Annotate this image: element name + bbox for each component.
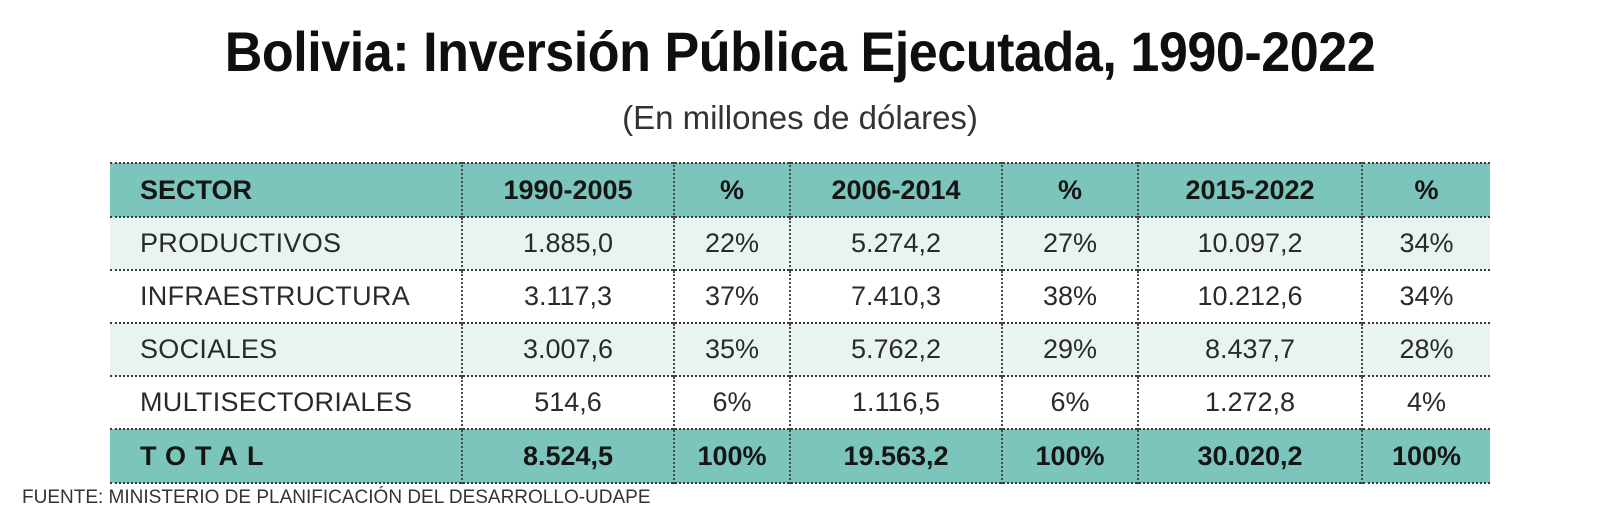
total-value: 19.563,2 xyxy=(790,429,1003,483)
table-row: INFRAESTRUCTURA 3.117,3 37% 7.410,3 38% … xyxy=(110,270,1490,323)
row-sector: MULTISECTORIALES xyxy=(110,376,463,429)
row-percent: 6% xyxy=(674,376,791,429)
header-period-2006-2014: 2006-2014 xyxy=(790,163,1003,217)
page-title: Bolivia: Inversión Pública Ejecutada, 19… xyxy=(224,20,1376,83)
source-note: FUENTE: MINISTERIO DE PLANIFICACIÓN DEL … xyxy=(22,487,651,508)
header-period-2015-2022: 2015-2022 xyxy=(1138,163,1363,217)
row-value: 7.410,3 xyxy=(790,270,1003,323)
total-percent: 100% xyxy=(674,429,791,483)
row-value: 1.272,8 xyxy=(1138,376,1363,429)
row-sector: INFRAESTRUCTURA xyxy=(110,270,463,323)
row-percent: 27% xyxy=(1002,217,1139,270)
row-percent: 37% xyxy=(674,270,791,323)
row-value: 514,6 xyxy=(462,376,675,429)
table-header-row: SECTOR 1990-2005 % 2006-2014 % 2015-2022… xyxy=(110,163,1490,217)
row-sector: SOCIALES xyxy=(110,323,463,376)
row-percent: 34% xyxy=(1362,270,1490,323)
row-value: 5.274,2 xyxy=(790,217,1003,270)
row-percent: 38% xyxy=(1002,270,1139,323)
row-percent: 29% xyxy=(1002,323,1139,376)
header-percent-1: % xyxy=(674,163,791,217)
header-percent-2: % xyxy=(1002,163,1139,217)
total-percent: 100% xyxy=(1002,429,1139,483)
row-value: 5.762,2 xyxy=(790,323,1003,376)
table-row: PRODUCTIVOS 1.885,0 22% 5.274,2 27% 10.0… xyxy=(110,217,1490,270)
header-period-1990-2005: 1990-2005 xyxy=(462,163,675,217)
header-percent-3: % xyxy=(1362,163,1490,217)
row-percent: 22% xyxy=(674,217,791,270)
investment-table: SECTOR 1990-2005 % 2006-2014 % 2015-2022… xyxy=(110,162,1490,484)
total-value: 30.020,2 xyxy=(1138,429,1363,483)
row-percent: 34% xyxy=(1362,217,1490,270)
row-percent: 35% xyxy=(674,323,791,376)
row-value: 10.097,2 xyxy=(1138,217,1363,270)
row-value: 8.437,7 xyxy=(1138,323,1363,376)
row-value: 3.007,6 xyxy=(462,323,675,376)
header-sector: SECTOR xyxy=(110,163,463,217)
row-value: 10.212,6 xyxy=(1138,270,1363,323)
row-percent: 6% xyxy=(1002,376,1139,429)
row-value: 1.885,0 xyxy=(462,217,675,270)
total-percent: 100% xyxy=(1362,429,1490,483)
row-value: 3.117,3 xyxy=(462,270,675,323)
row-percent: 28% xyxy=(1362,323,1490,376)
table-row: MULTISECTORIALES 514,6 6% 1.116,5 6% 1.2… xyxy=(110,376,1490,429)
table-row: SOCIALES 3.007,6 35% 5.762,2 29% 8.437,7… xyxy=(110,323,1490,376)
row-value: 1.116,5 xyxy=(790,376,1003,429)
total-value: 8.524,5 xyxy=(462,429,675,483)
row-percent: 4% xyxy=(1362,376,1490,429)
total-label: TOTAL xyxy=(110,429,463,483)
page-subtitle: (En millones de dólares) xyxy=(622,99,978,136)
row-sector: PRODUCTIVOS xyxy=(110,217,463,270)
total-row: TOTAL 8.524,5 100% 19.563,2 100% 30.020,… xyxy=(110,429,1490,483)
